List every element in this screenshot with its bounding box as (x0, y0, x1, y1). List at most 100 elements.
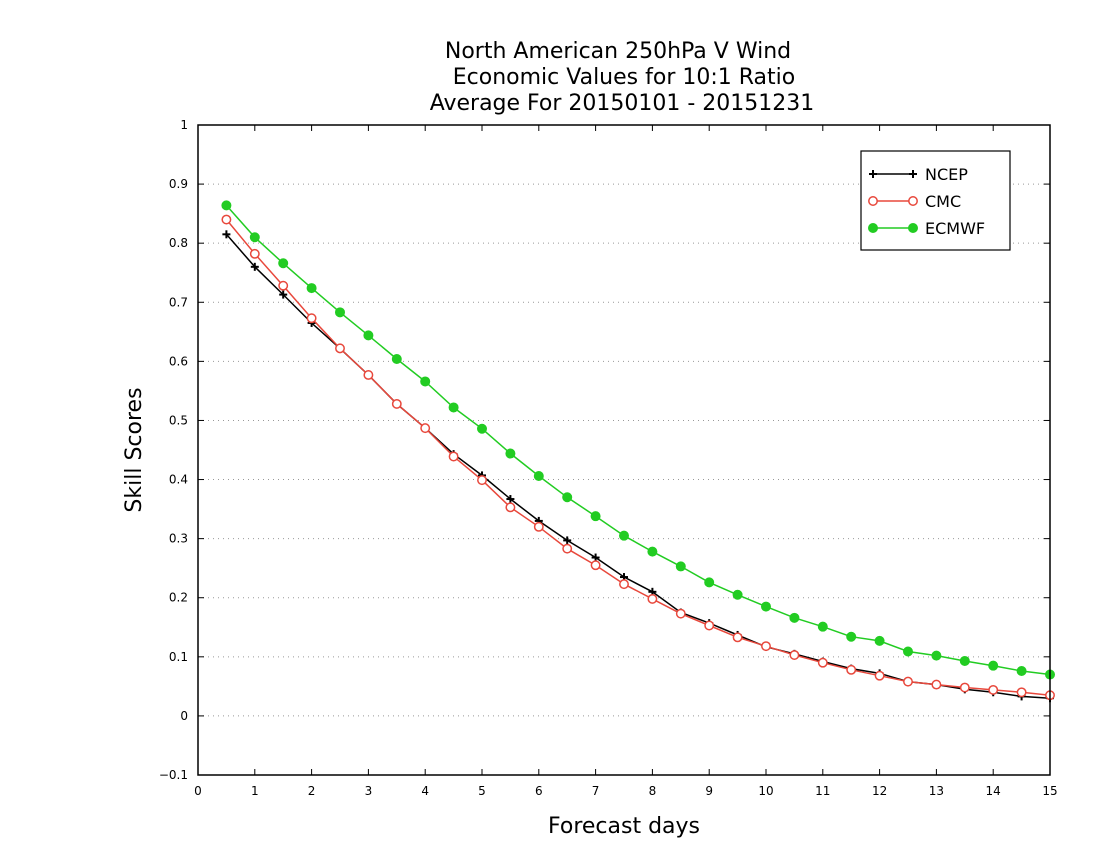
data-point-ecmwf (704, 577, 715, 588)
data-point-ecmwf (619, 530, 629, 541)
data-point-ecmwf (391, 354, 402, 364)
data-point-cmc (647, 593, 658, 604)
data-point-ecmwf (363, 330, 374, 341)
data-point-cmc (306, 313, 317, 324)
x-tick-label: 2 (308, 784, 316, 798)
legend-label-ncep: NCEP (925, 165, 968, 184)
data-point-ecmwf (732, 589, 743, 600)
y-axis-label: Skill Scores (122, 387, 147, 512)
data-point-ecmwf (533, 471, 544, 481)
data-point-cmc (988, 684, 999, 695)
x-tick-label: 5 (478, 784, 486, 798)
data-point-cmc (391, 398, 402, 409)
data-point-ecmwf (988, 660, 999, 671)
chart-title-line-1: North American 250hPa V Wind (445, 39, 791, 64)
legend-marker (908, 196, 918, 206)
legend-marker (908, 223, 918, 233)
data-point-cmc (335, 343, 345, 354)
legend: NCEP CMC ECMWF (860, 150, 1011, 251)
x-tick-label: 13 (929, 784, 944, 798)
data-point-ecmwf (420, 376, 431, 387)
data-point-ecmwf (335, 307, 345, 318)
y-tick-label: 0.2 (169, 591, 188, 605)
legend-item-ncep: NCEP (869, 165, 968, 184)
data-point-cmc (533, 521, 544, 532)
plot-frame (197, 124, 1051, 776)
data-point-cmc (448, 451, 459, 462)
data-point-ecmwf (675, 561, 686, 572)
x-tick-label: 7 (592, 784, 600, 798)
y-tick-label: 0 (180, 709, 188, 723)
series-line-cmc (225, 219, 1051, 696)
legend-marker (869, 170, 877, 178)
data-point-ecmwf (761, 601, 771, 612)
series-cmc (221, 214, 1055, 701)
series-line-ncep (225, 233, 1051, 699)
legend-marker (868, 196, 878, 206)
data-point-ecmwf (846, 631, 857, 642)
legend-marker (909, 170, 917, 178)
data-point-ecmwf (221, 200, 232, 211)
series-ecmwf (221, 200, 1055, 680)
x-tick-label: 12 (872, 784, 887, 798)
x-tick-label: 15 (1042, 784, 1057, 798)
data-point-cmc (562, 543, 573, 554)
x-axis-label: Forecast days (548, 814, 700, 839)
data-point-ecmwf (817, 621, 828, 632)
data-point-cmc (221, 214, 232, 225)
y-tick-label: 0.6 (169, 354, 188, 368)
data-point-ecmwf (1016, 666, 1027, 676)
data-point-cmc (590, 560, 601, 571)
data-point-ecmwf (249, 232, 260, 243)
data-point-cmc (789, 650, 800, 660)
grid-lines (198, 183, 1050, 717)
series-line-ecmwf (225, 204, 1051, 676)
series-ncep (222, 230, 1054, 703)
legend-item-ecmwf: ECMWF (868, 219, 985, 238)
data-point-ncep (563, 536, 572, 545)
chart-title-line-2: Economic Values for 10:1 Ratio (453, 65, 795, 90)
legend-label-ecmwf: ECMWF (925, 219, 985, 238)
data-point-ncep (506, 495, 515, 504)
y-tick-label: 0.5 (169, 413, 188, 427)
data-point-ecmwf (278, 258, 289, 269)
y-tick-label: 0.7 (169, 295, 188, 309)
data-point-ncep (222, 230, 231, 239)
y-tick-label: 1 (180, 118, 188, 132)
x-tick-label: 14 (986, 784, 1001, 798)
y-tick-label: 0.3 (169, 532, 188, 546)
x-tick-label: 11 (815, 784, 830, 798)
data-point-cmc (278, 280, 289, 291)
legend-marker (868, 223, 878, 233)
data-point-cmc (846, 664, 857, 675)
axis-ticks: −0.100.10.20.30.40.50.60.70.80.910 1 2 3 4 5 6… (159, 118, 1058, 798)
data-point-cmc (363, 370, 374, 380)
data-point-cmc (249, 248, 260, 259)
data-point-ecmwf (903, 646, 913, 657)
chart-title-line-3: Average For 20150101 - 20151231 (430, 91, 815, 116)
data-point-cmc (420, 423, 431, 434)
data-point-cmc (732, 632, 743, 643)
data-point-cmc (761, 641, 771, 652)
data-point-cmc (903, 676, 913, 687)
data-point-ncep (279, 290, 288, 299)
x-tick-label: 0 (194, 784, 202, 798)
data-point-ecmwf (959, 655, 970, 666)
data-point-ecmwf (562, 492, 573, 503)
x-tick-label: 10 (758, 784, 773, 798)
data-point-ncep (250, 262, 259, 271)
data-point-cmc (505, 502, 516, 513)
data-point-ecmwf (477, 423, 487, 434)
data-point-cmc (874, 670, 885, 681)
data-point-cmc (931, 679, 942, 690)
data-point-ecmwf (647, 546, 658, 557)
x-tick-label: 3 (365, 784, 373, 798)
data-point-ecmwf (306, 283, 317, 294)
data-point-ncep (591, 553, 600, 562)
y-tick-label: −0.1 (159, 768, 188, 782)
legend-label-cmc: CMC (925, 192, 961, 211)
y-tick-label: 0.1 (169, 650, 188, 664)
x-tick-label: 4 (421, 784, 429, 798)
data-point-ecmwf (448, 402, 459, 413)
